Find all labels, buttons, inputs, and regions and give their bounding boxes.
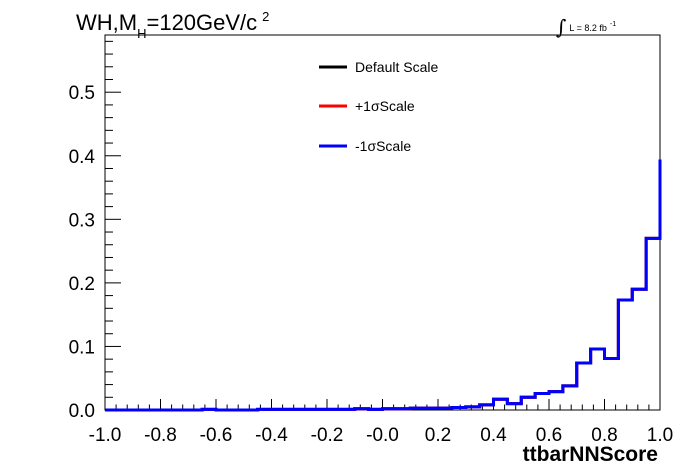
lumi-text: L = 8.2 fb	[569, 23, 606, 33]
x-tick-label: -0.4	[255, 425, 288, 446]
x-tick-label: 0.8	[591, 425, 617, 446]
title-subscript: H	[137, 26, 146, 41]
plot-title: WH,MH=120GeV/c 2	[76, 9, 269, 41]
lumi-superscript: -1	[610, 21, 616, 28]
axis-tick-labels: -1.0 -0.8 -0.6 -0.4 -0.2 -0.0 0.2 0.4 0.6 0.8 1.0 0…	[69, 83, 674, 446]
y-tick-label: 0.5	[69, 83, 95, 104]
x-tick-label: 0.6	[536, 425, 562, 446]
y-tick-label: 0.4	[69, 147, 96, 168]
x-tick-label: 0.2	[425, 425, 451, 446]
x-axis-title: ttbarNNScore	[523, 443, 658, 466]
legend-label-minus-sigma: -1σScale	[355, 138, 411, 154]
y-tick-label: 0.1	[69, 337, 95, 358]
title-main: WH,M	[76, 10, 137, 35]
title-superscript: 2	[262, 9, 269, 24]
x-tick-label: -0.6	[200, 425, 233, 446]
y-tick-label: 0.3	[69, 210, 95, 231]
series-minus-1sigma-scale	[105, 159, 662, 412]
title-rest: =120GeV/c	[146, 10, 257, 35]
legend-label-plus-sigma: +1σScale	[355, 98, 415, 114]
lumi-label: ∫ L = 8.2 fb -1	[556, 15, 616, 39]
x-tick-label: -0.2	[311, 425, 344, 446]
x-tick-label: 1.0	[647, 425, 673, 446]
histogram-series	[105, 159, 662, 412]
x-tick-label: -0.8	[144, 425, 177, 446]
x-tick-label: -1.0	[89, 425, 122, 446]
x-tick-label: -0.0	[366, 425, 399, 446]
x-tick-label: 0.4	[480, 425, 507, 446]
integral-symbol: ∫	[556, 15, 566, 39]
y-tick-label: 0.0	[69, 401, 95, 422]
y-tick-label: 0.2	[69, 274, 95, 295]
legend-label-default: Default Scale	[355, 59, 438, 75]
legend: Default Scale +1σScale -1σScale	[319, 59, 438, 154]
